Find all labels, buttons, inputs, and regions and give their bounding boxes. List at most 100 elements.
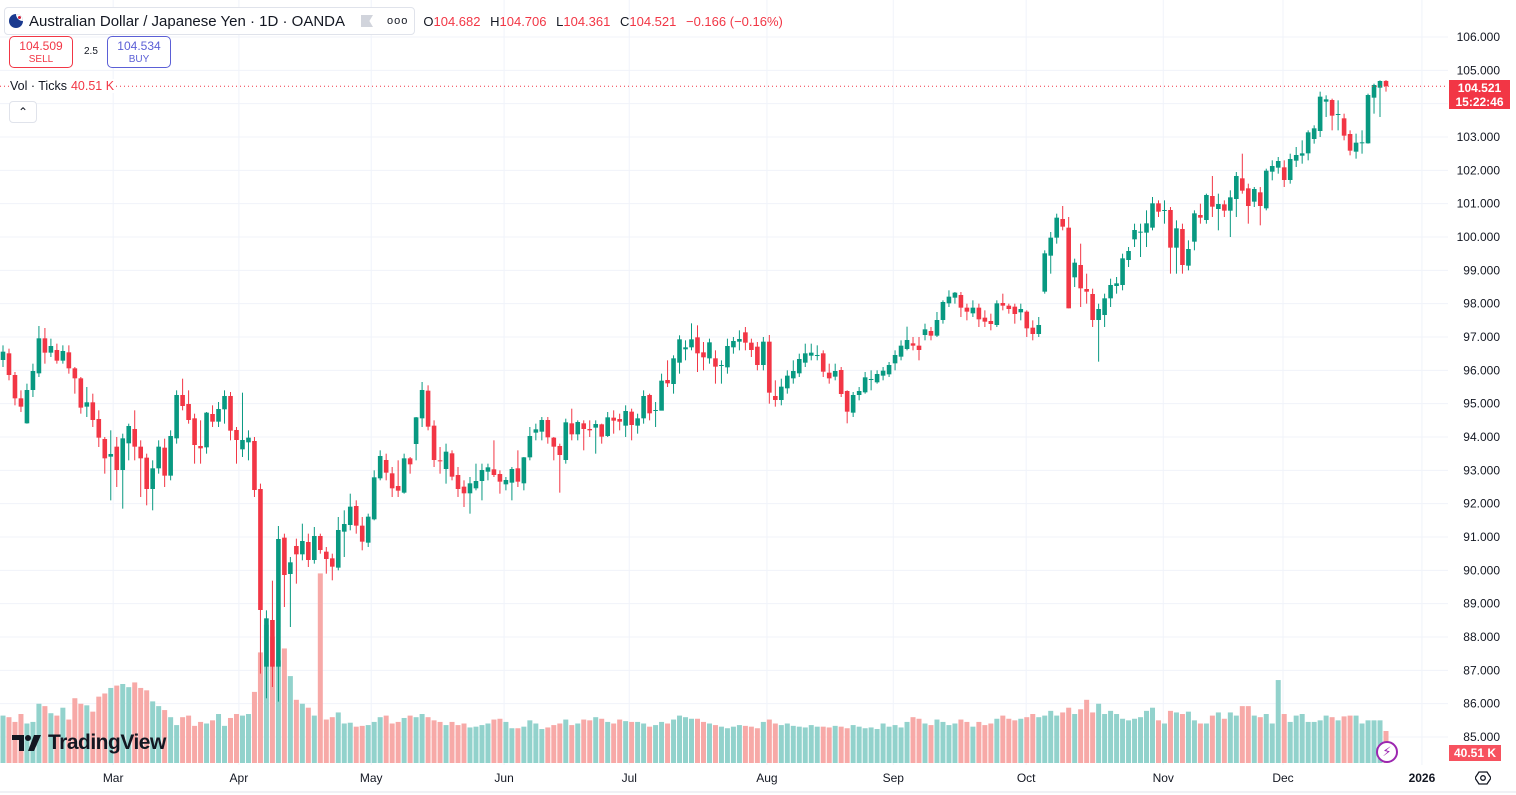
candle-body <box>790 370 796 379</box>
candle <box>1138 223 1143 257</box>
candle <box>461 480 467 507</box>
volume-bar <box>90 711 96 763</box>
time-axis[interactable]: Mar Apr May Jun Jul Aug Sep Oct Nov Dec 2026 <box>103 771 1436 785</box>
volume-bar <box>856 726 862 763</box>
volume-bar <box>557 723 563 763</box>
candle-body <box>761 341 766 365</box>
volume-bar <box>689 718 695 763</box>
candle-body <box>1198 214 1203 218</box>
candle <box>581 420 587 451</box>
price-tick-label: 103.000 <box>1457 130 1501 144</box>
volume-bar <box>311 715 317 763</box>
candle-body <box>1293 154 1299 161</box>
volume-bar <box>401 717 407 763</box>
volume-bar <box>1263 714 1269 763</box>
sell-button[interactable]: 104.509 SELL <box>9 36 73 68</box>
candle <box>1281 160 1287 187</box>
open-value: 104.682 <box>433 13 481 29</box>
volume-bar <box>1024 717 1030 763</box>
volume-bar <box>976 721 982 763</box>
candle <box>671 355 676 394</box>
candle-body <box>617 418 622 422</box>
volume-bar <box>78 703 84 763</box>
candle <box>958 291 964 317</box>
volume-bar <box>389 723 395 763</box>
candle <box>731 336 736 354</box>
gear-icon[interactable] <box>1475 770 1491 786</box>
candle-body <box>24 389 30 424</box>
volume-bar <box>1108 710 1114 763</box>
candle <box>820 350 826 377</box>
ohlc-values: O104.682 H104.706 L104.361 C104.521 −0.1… <box>417 14 783 29</box>
candle <box>1060 205 1065 231</box>
candle-body <box>773 395 778 400</box>
candle-body <box>910 343 916 346</box>
candle <box>587 420 593 437</box>
volume-bar <box>581 719 587 763</box>
candle <box>425 385 431 431</box>
volume-bar <box>317 573 323 763</box>
price-axis[interactable]: 106.000105.000104.000103.000102.000101.0… <box>1457 30 1501 744</box>
volume-bar <box>353 726 359 763</box>
volume-bar <box>665 723 671 763</box>
candle-body <box>1078 264 1083 289</box>
price-tick-label: 97.000 <box>1463 330 1500 344</box>
chevron-up-icon: ⌃ <box>17 105 29 119</box>
candle-body <box>312 535 317 560</box>
candle-body <box>497 473 503 482</box>
candle-body <box>401 458 407 493</box>
candle-body <box>198 445 203 449</box>
lightning-icon[interactable]: ⚡︎ <box>1376 741 1398 763</box>
candle <box>491 440 497 477</box>
buy-button[interactable]: 104.534 BUY <box>107 36 171 68</box>
candle-body <box>1174 228 1179 248</box>
low-value: 104.361 <box>563 13 611 29</box>
candle-body <box>264 618 269 667</box>
candle <box>826 363 832 384</box>
candle-body <box>886 364 892 375</box>
candle <box>695 325 700 372</box>
candle <box>1126 246 1131 267</box>
volume-bar <box>1155 720 1161 763</box>
volume-bar <box>1335 720 1341 763</box>
candle <box>737 330 742 351</box>
symbol-title[interactable]: Australian Dollar / Japanese Yen · 1D · … <box>29 12 345 30</box>
volume-bar <box>60 707 66 763</box>
candle-body <box>377 455 383 479</box>
candle-body <box>671 358 676 384</box>
volume-legend[interactable]: Vol · Ticks 40.51 K <box>10 79 115 93</box>
candle-body <box>156 446 161 469</box>
candle-body <box>856 390 862 395</box>
candle-body <box>1120 258 1125 285</box>
volume-bar <box>982 725 988 763</box>
tradingview-logo[interactable]: TradingView <box>12 731 166 755</box>
candle-body <box>1150 203 1155 228</box>
volume-bar <box>467 727 473 763</box>
candle <box>982 310 988 327</box>
candle <box>689 323 694 351</box>
symbol-title-box[interactable]: Australian Dollar / Japanese Yen · 1D · … <box>4 7 416 35</box>
volume-bar <box>928 725 934 763</box>
volume-bar <box>1221 718 1227 763</box>
volume-bar <box>1048 710 1054 763</box>
candle-body <box>1216 203 1221 209</box>
candle-body <box>78 378 84 408</box>
candle <box>0 345 6 367</box>
candle-body <box>72 368 78 379</box>
candle-body <box>1251 188 1257 202</box>
candle-body <box>425 390 431 427</box>
volume-bar <box>132 682 138 763</box>
volume-bar <box>1066 707 1072 763</box>
volume-bar <box>126 687 132 763</box>
volume-bar <box>216 714 222 763</box>
candle <box>413 416 419 461</box>
more-dots-icon[interactable]: ooo <box>387 15 409 27</box>
volume-bar <box>42 706 48 763</box>
candle <box>551 436 557 461</box>
volume-bar <box>1006 718 1012 763</box>
candle <box>473 463 479 491</box>
candle-body <box>844 390 850 412</box>
candle-body <box>1060 218 1065 227</box>
collapse-legend-button[interactable]: ⌃ <box>9 101 37 123</box>
